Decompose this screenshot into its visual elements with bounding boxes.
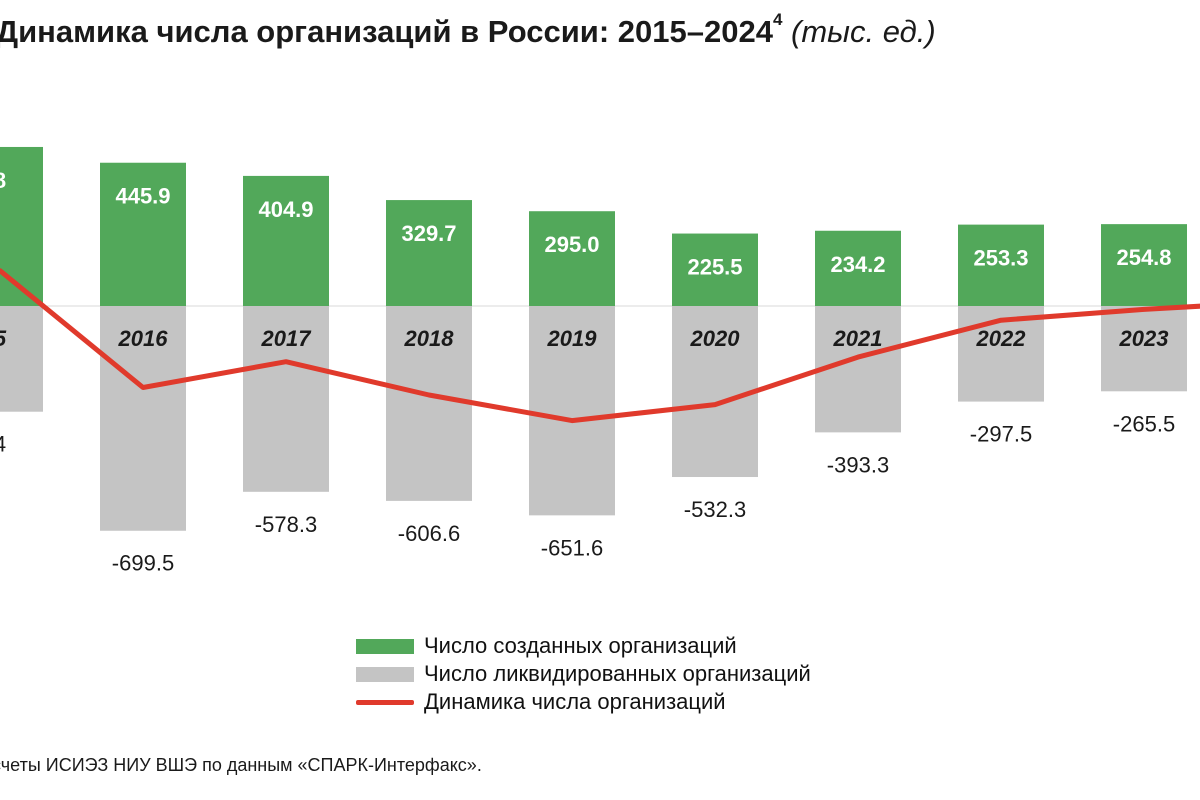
bar-liquidated-2019: [529, 306, 615, 516]
legend-swatch-liquidated: [356, 666, 414, 682]
line-point-dynamics-2022: [1000, 319, 1002, 321]
line-point-dynamics-2018: [428, 394, 430, 396]
data-label-liquidated-2015: 4: [0, 432, 6, 457]
x-tick-label-2021: 2021: [833, 326, 883, 351]
legend-item-liquidated: Число ликвидированных организаций: [356, 660, 811, 688]
data-label-liquidated-2017: -578.3: [255, 512, 317, 537]
data-label-liquidated-2020: -532.3: [684, 497, 746, 522]
data-label-created-2017: 404.9: [258, 197, 313, 222]
line-point-dynamics-2015: [0, 270, 1, 272]
bar-created-2018: [386, 200, 472, 306]
bar-created-2017: [243, 175, 329, 306]
chart-title-unit: (тыс. ед.): [791, 14, 936, 49]
legend-label-liquidated: Число ликвидированных организаций: [424, 661, 811, 686]
bar-liquidated-2020: [672, 306, 758, 478]
data-label-liquidated-2019: -651.6: [541, 535, 603, 560]
data-label-liquidated-2023: -265.5: [1113, 411, 1175, 436]
line-point-dynamics-2017: [285, 361, 287, 363]
data-label-liquidated-2021: -393.3: [827, 452, 889, 477]
bar-created-2023: [1101, 224, 1187, 306]
line-point-dynamics-2021: [857, 356, 859, 358]
chart-legend: Число созданных организаций Число ликвид…: [356, 632, 811, 716]
x-tick-label-2018: 2018: [404, 326, 455, 351]
legend-item-dynamics: Динамика числа организаций: [356, 688, 811, 716]
chart-title-footnote: 4: [772, 10, 783, 29]
bar-liquidated-2018: [386, 306, 472, 501]
bar-liquidated-2015: [0, 306, 43, 412]
x-tick-label-2023: 2023: [1119, 326, 1169, 351]
line-point-dynamics-2019: [571, 420, 573, 422]
chart-title-text: Динамика числа организаций в России: 201…: [0, 14, 773, 49]
line-dynamics: [0, 268, 1200, 424]
data-label-liquidated-2016: -699.5: [112, 551, 174, 576]
data-label-created-2022: 253.3: [973, 246, 1028, 271]
x-tick-label-2019: 2019: [547, 326, 598, 351]
source-note: счеты ИСИЭЗ НИУ ВШЭ по данным «СПАРК-Инт…: [0, 755, 482, 775]
chart-plot: 5 2016 2017 2018 2019 2020 2021 2022 2023 8 4 445.9…: [0, 146, 1200, 576]
legend-item-created: Число созданных организаций: [356, 632, 811, 660]
bar-created-2021: [815, 230, 901, 306]
bar-liquidated-2017: [243, 306, 329, 492]
bar-created-2016: [100, 162, 186, 306]
legend-label-created: Число созданных организаций: [424, 633, 737, 658]
x-tick-label-2022: 2022: [976, 326, 1027, 351]
x-tick-label-2020: 2020: [690, 326, 741, 351]
line-point-dynamics-2016: [142, 386, 144, 388]
legend-swatch-dynamics: [356, 699, 414, 705]
bar-liquidated-2016: [100, 306, 186, 531]
x-tick-label-2017: 2017: [261, 326, 313, 351]
data-label-created-2023: 254.8: [1116, 245, 1171, 270]
bar-created-2022: [958, 224, 1044, 306]
bar-liquidated-2023: [1101, 306, 1187, 392]
line-point-dynamics-2020: [714, 404, 716, 406]
data-label-created-2016: 445.9: [115, 184, 170, 209]
chart-title: Динамика числа организаций в России: 201…: [0, 10, 936, 50]
data-label-created-2019: 295.0: [544, 232, 599, 257]
legend-label-dynamics: Динамика числа организаций: [424, 689, 726, 714]
data-label-liquidated-2018: -606.6: [398, 521, 460, 546]
line-point-dynamics-2023: [1143, 308, 1145, 310]
data-label-created-2018: 329.7: [401, 221, 456, 246]
x-tick-label-2016: 2016: [118, 326, 169, 351]
x-tick-label-2015: 5: [0, 326, 7, 351]
legend-swatch-created: [356, 638, 414, 654]
bar-created-2015: [0, 146, 43, 306]
bar-created-2019: [529, 211, 615, 306]
data-label-created-2021: 234.2: [830, 252, 885, 277]
bar-created-2020: [672, 233, 758, 306]
data-label-created-2020: 225.5: [687, 255, 742, 280]
data-label-created-2015: 8: [0, 168, 6, 193]
data-label-liquidated-2022: -297.5: [970, 422, 1032, 447]
